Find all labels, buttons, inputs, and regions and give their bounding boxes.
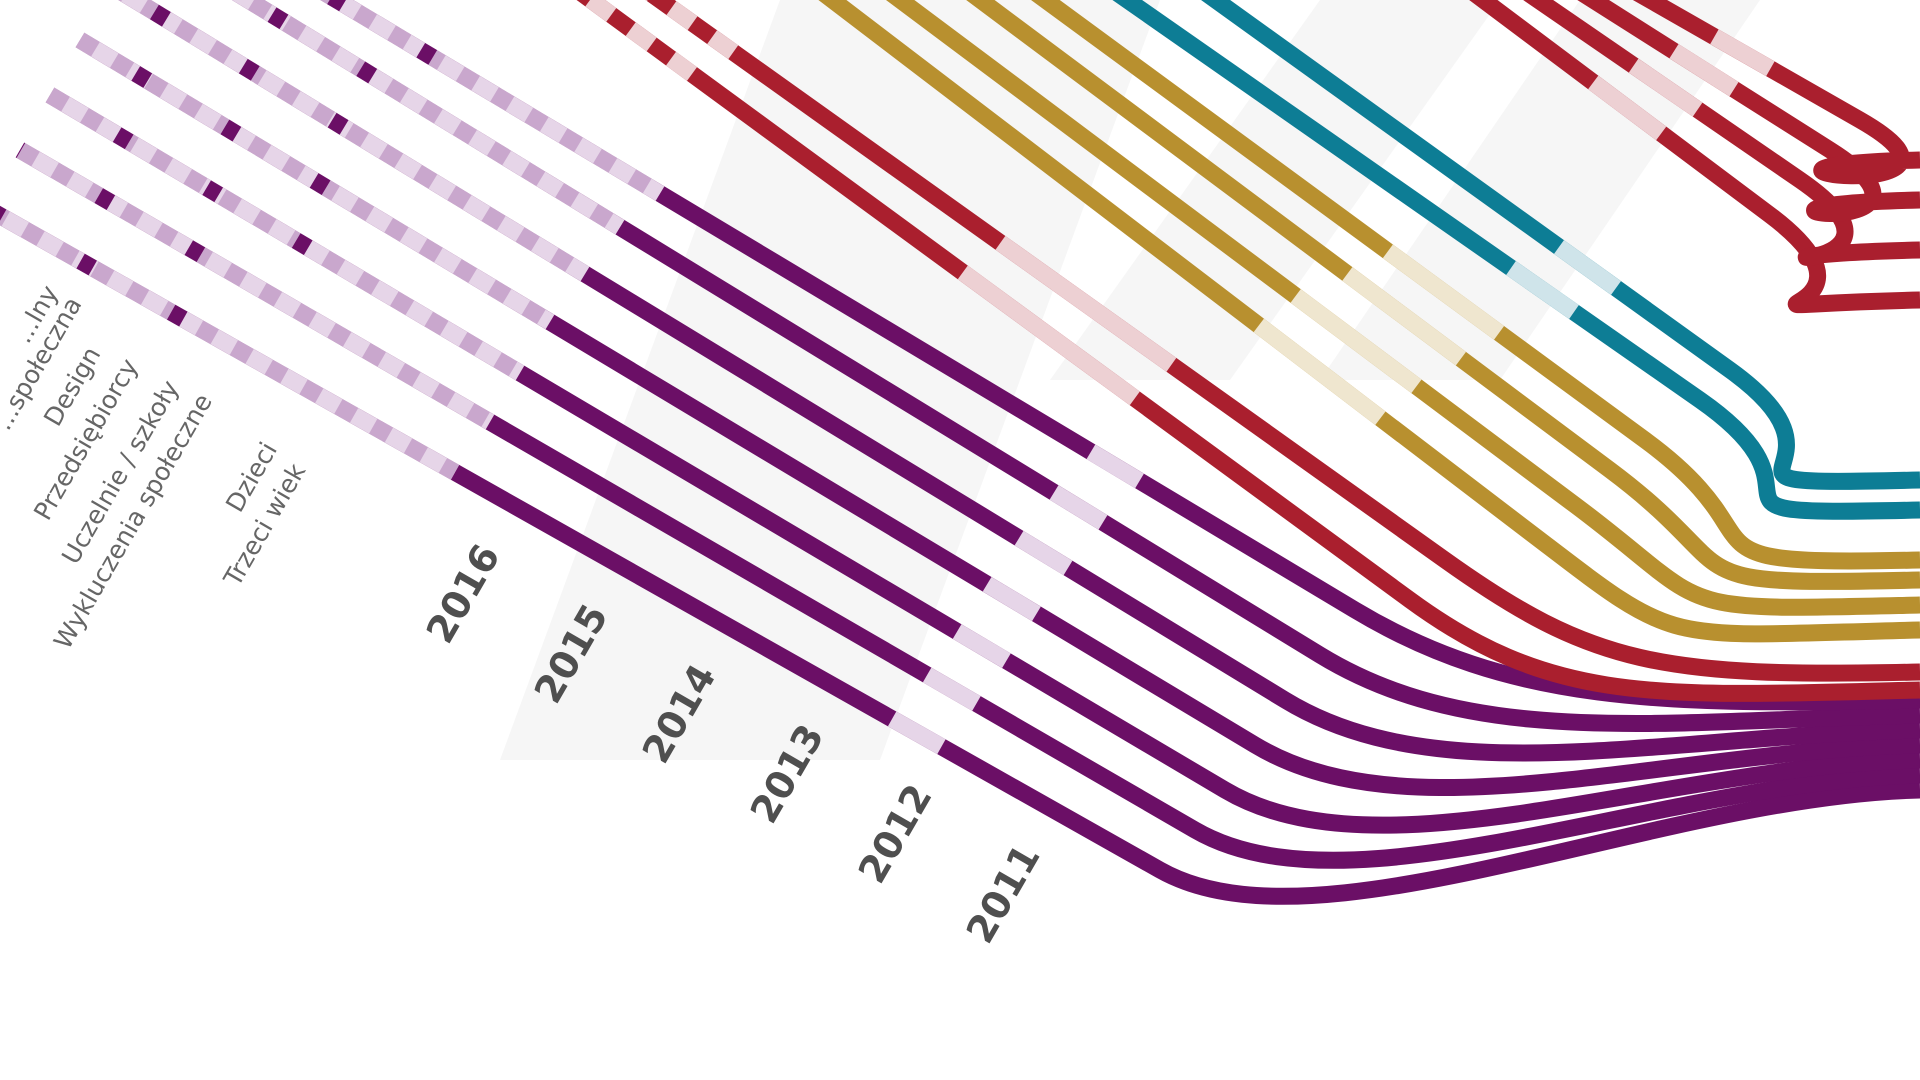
flow-line-purple [231, 0, 1920, 732]
flow-line-gold [1031, 0, 1920, 570]
flow-line-teal [1201, 0, 1920, 490]
flow-line-purple [320, 0, 1920, 711]
year-label-2016: 2016 [418, 537, 509, 651]
flow-line-red [645, 0, 1920, 682]
flow-line-gold [966, 0, 1920, 590]
category-labels: ...lny ...społeczna Design Przedsiębiorc… [0, 280, 312, 654]
flow-line-purple [0, 205, 1920, 905]
flow-line-gold [885, 0, 1920, 616]
flow-line-purple [75, 32, 1920, 796]
flow-line-teal [1112, 0, 1920, 520]
grid-band [1050, 0, 1500, 380]
flow-line-purple [45, 87, 1920, 834]
flow-lines [0, 0, 1920, 905]
flow-line-red [576, 0, 1920, 702]
flow-line-red [1632, 0, 1920, 185]
flow-line-gold [818, 0, 1920, 643]
year-label-2012: 2012 [850, 777, 941, 891]
flow-line-purple [15, 142, 1920, 869]
grid-band [500, 0, 1160, 760]
flow-line-purple [118, 0, 1920, 762]
year-label-2011: 2011 [958, 837, 1049, 951]
flow-line-red [1469, 0, 1920, 314]
